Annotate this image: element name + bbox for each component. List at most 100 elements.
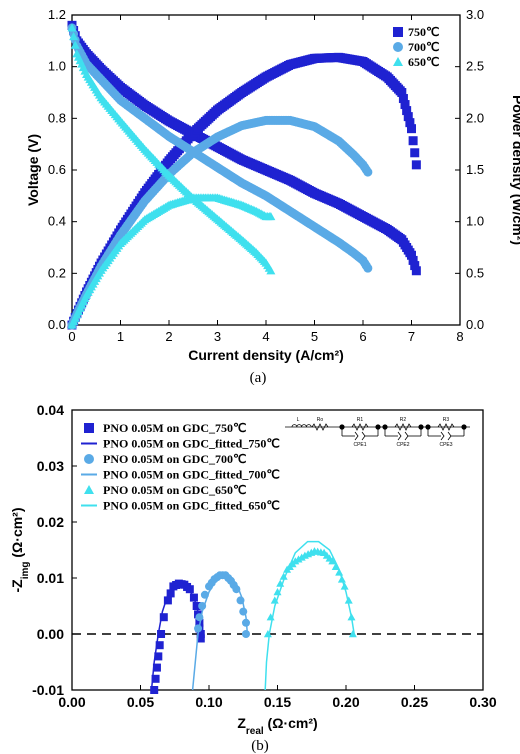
data-point	[151, 674, 160, 683]
data-point	[241, 630, 250, 638]
circuit-label-l: L	[297, 417, 300, 423]
data-point	[67, 23, 77, 32]
circuit-label-cpe: CPE1	[353, 442, 366, 448]
data-point	[154, 652, 163, 661]
y2-tick-label-a: 0.5	[466, 265, 484, 280]
panel-label-a: (a)	[250, 370, 267, 386]
x-tick-label-a: 4	[262, 329, 269, 344]
x-tick-label-b: 0.00	[58, 694, 85, 710]
y2-tick-label-a: 1.5	[466, 162, 484, 177]
series-a-5	[67, 193, 276, 329]
data-point	[291, 557, 300, 565]
y-tick-label-a: 0.8	[48, 110, 66, 125]
series-b-4	[263, 547, 357, 638]
data-point	[294, 555, 303, 563]
x-tick-label-b: 0.30	[469, 694, 496, 710]
legend-marker	[393, 42, 403, 52]
data-point	[411, 160, 421, 170]
data-point	[344, 596, 353, 604]
data-point	[403, 112, 413, 122]
legend-b: PNO 0.05M on GDC_750℃ PNO 0.05M on GDC_fi…	[81, 421, 280, 513]
circuit-label-r: R2	[400, 417, 407, 423]
x-tick-label-b: 0.10	[195, 694, 222, 710]
cpe-symbol	[397, 431, 402, 441]
resistor-symbol	[437, 423, 455, 431]
legend-label: PNO 0.05M on GDC_650℃	[103, 483, 246, 497]
legend-label: 700℃	[408, 40, 439, 54]
legend-label: PNO 0.05M on GDC_750℃	[103, 421, 246, 435]
data-point	[196, 634, 205, 643]
y-tick-label-a: 0.4	[48, 214, 66, 229]
y2-tick-label-a: 0.0	[466, 317, 484, 332]
y2-tick-label-a: 2.0	[466, 110, 484, 125]
fit-curve	[191, 574, 249, 691]
x-tick-label-b: 0.25	[401, 694, 428, 710]
x-tick-label-a: 8	[456, 329, 463, 344]
x-tick-label-b: 0.05	[127, 694, 154, 710]
legend-marker	[84, 454, 94, 464]
data-point	[405, 118, 415, 128]
y-axis-label-a: Voltage (V)	[25, 134, 41, 206]
data-point	[266, 266, 276, 275]
data-point	[70, 40, 80, 49]
circuit-label-cpe: CPE3	[439, 442, 452, 448]
legend-label: PNO 0.05M on GDC_fitted_750℃	[103, 437, 280, 451]
legend-label: PNO 0.05M on GDC_fitted_650℃	[103, 499, 280, 513]
resistor-symbol	[394, 423, 412, 431]
data-point	[157, 630, 166, 638]
data-point	[196, 630, 205, 638]
data-point	[152, 663, 161, 672]
y2-axis-label-a: Power density (W/cm²)	[510, 95, 520, 245]
equivalent-circuit	[285, 423, 470, 441]
resistor-symbol	[351, 423, 369, 431]
legend-label: 650℃	[408, 55, 439, 69]
circuit-label-r: R1	[357, 417, 364, 423]
data-point	[150, 686, 159, 694]
chart-b: 0.00 0.05 0.10 0.15 0.20 0.25 0.30-0.010.000.0…	[9, 402, 497, 737]
legend-label: 750℃	[408, 25, 439, 39]
legend-label: PNO 0.05M on GDC_fitted_700℃	[103, 468, 280, 482]
x-tick-label-a: 2	[165, 329, 172, 344]
fit-curve	[264, 540, 355, 691]
data-point	[397, 88, 407, 97]
y-tick-label-a: 1.2	[48, 7, 66, 22]
data-point	[297, 553, 306, 561]
data-point	[410, 148, 420, 158]
data-point	[266, 212, 276, 221]
x-tick-label-a: 7	[408, 329, 415, 344]
data-point	[407, 124, 416, 134]
data-point	[363, 167, 373, 177]
chart-a: 0 1 2 3 4 5 6 7 80.00.20.40.60.81.01.20.00.51.01…	[25, 7, 520, 363]
y2-tick-label-a: 1.0	[466, 214, 484, 229]
circuit-label-cpe: CPE2	[396, 442, 409, 448]
circuit-label-r: R3	[443, 417, 450, 423]
data-point	[410, 261, 420, 271]
data-point	[328, 557, 337, 565]
cpe-symbol	[447, 431, 452, 441]
cpe-symbol	[440, 431, 445, 441]
data-point	[411, 266, 421, 276]
data-point	[400, 100, 410, 110]
legend-marker	[393, 57, 403, 66]
y-tick-label-a: 1.0	[48, 59, 66, 74]
y-tick-label-a: 0.0	[48, 317, 66, 332]
data-point	[166, 589, 175, 598]
data-point	[163, 596, 172, 605]
y-tick-label-a: 0.6	[48, 162, 66, 177]
data-point	[348, 630, 357, 638]
legend-label: PNO 0.05M on GDC_700℃	[103, 452, 246, 466]
inductor-symbol	[291, 424, 312, 428]
data-point	[69, 32, 79, 41]
y-tick-label-b: 0.04	[37, 402, 64, 418]
legend-marker	[84, 423, 94, 433]
y-tick-label-b: -0.01	[32, 682, 64, 698]
y2-tick-label-a: 3.0	[466, 7, 484, 22]
x-tick-label-a: 3	[214, 329, 221, 344]
y2-tick-label-a: 2.5	[466, 59, 484, 74]
x-tick-label-a: 1	[117, 329, 124, 344]
data-point	[407, 250, 416, 260]
data-point	[155, 641, 164, 650]
cpe-symbol	[354, 431, 359, 441]
y-tick-label-b: 0.01	[37, 570, 64, 586]
